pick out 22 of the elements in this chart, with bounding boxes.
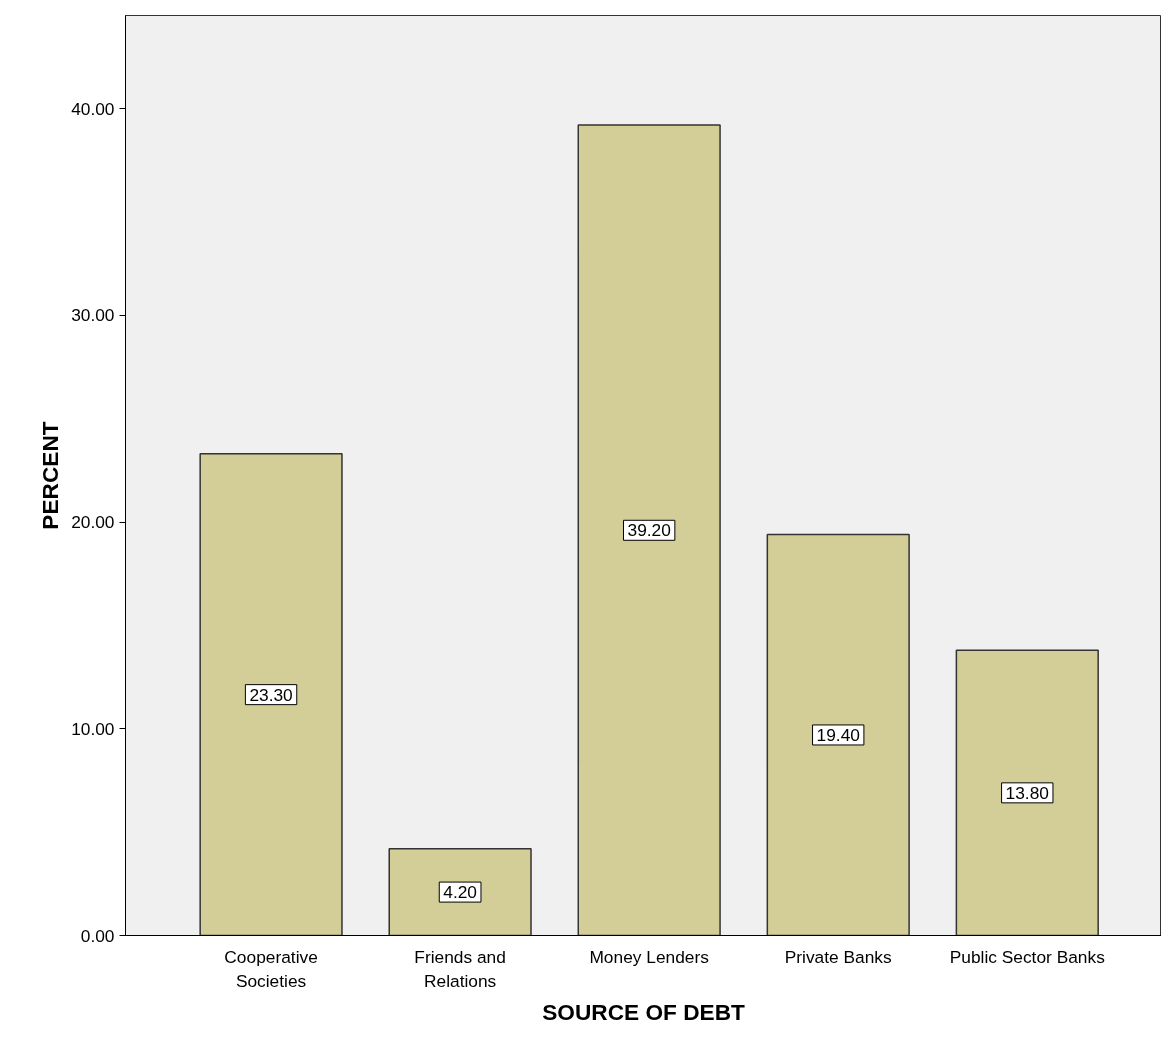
x-axis-title: SOURCE OF DEBT (542, 998, 745, 1025)
data-label: 13.80 (1005, 782, 1049, 803)
y-axis-title: PERCENT (37, 421, 64, 530)
bar (199, 453, 343, 936)
x-tick-label: Money Lenders (589, 946, 710, 967)
y-tick-label: 10.00 (71, 718, 115, 739)
y-tick-label: 40.00 (71, 98, 115, 119)
data-label: 23.30 (249, 684, 293, 705)
bar (577, 124, 721, 936)
bar (955, 649, 1099, 936)
x-tick-label: Public Sector Banks (949, 946, 1106, 967)
y-tick-label: 0.00 (80, 925, 115, 946)
bar (766, 533, 910, 936)
data-label: 19.40 (816, 724, 860, 745)
y-tick-label: 30.00 (71, 305, 115, 326)
x-tick-label: Friends and Relations (414, 946, 506, 991)
y-tick-label: 20.00 (71, 512, 115, 533)
data-label: 39.20 (627, 520, 671, 541)
x-tick-label: Private Banks (784, 946, 893, 967)
data-label: 4.20 (443, 882, 477, 903)
bar (388, 847, 532, 936)
x-tick-label: Cooperative Societies (224, 946, 318, 991)
